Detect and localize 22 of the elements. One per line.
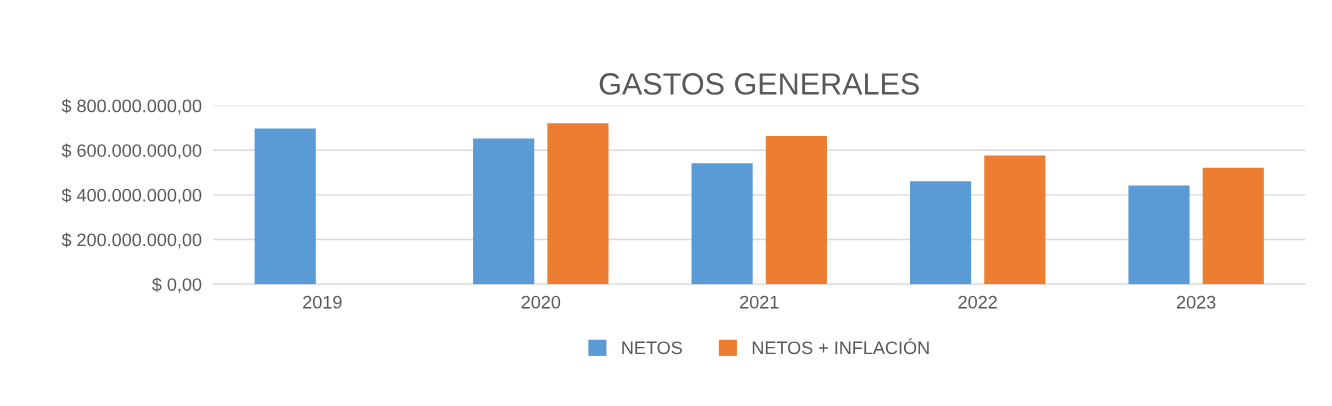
x-tick-label: 2019 bbox=[303, 295, 342, 309]
x-tick-label: 2023 bbox=[1176, 295, 1216, 309]
bar bbox=[691, 163, 753, 285]
y-tick-label: $ 200.000.000,00 bbox=[61, 232, 202, 249]
bar bbox=[984, 155, 1046, 285]
y-tick-label: $ 600.000.000,00 bbox=[61, 143, 202, 160]
bar bbox=[1128, 185, 1190, 285]
y-tick-label: $ 0,00 bbox=[152, 277, 202, 294]
x-tick-label: 2021 bbox=[740, 295, 779, 309]
y-tick-label: $ 800.000.000,00 bbox=[61, 98, 202, 115]
bar bbox=[909, 181, 972, 285]
legend-label: NETOS + INFLACIÓN bbox=[752, 338, 929, 355]
x-tick-label: 2022 bbox=[958, 295, 997, 309]
x-tick-label: 2020 bbox=[521, 295, 561, 309]
bar bbox=[547, 123, 609, 285]
y-tick-label: $ 400.000.000,00 bbox=[61, 188, 202, 204]
chart-title: GASTOS GENERALES bbox=[599, 73, 919, 95]
legend-label: NETOS bbox=[622, 341, 682, 355]
bar bbox=[765, 135, 827, 285]
bar bbox=[473, 138, 535, 285]
bar bbox=[1202, 167, 1264, 285]
bar bbox=[254, 128, 316, 285]
